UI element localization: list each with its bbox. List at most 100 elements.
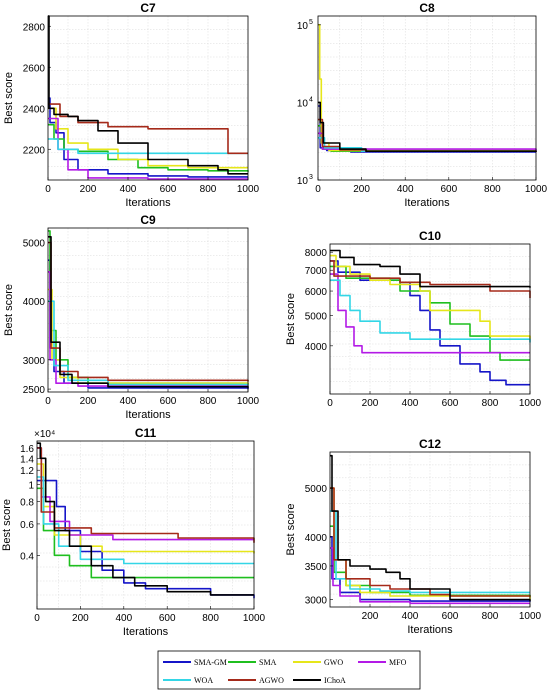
x-tick-label: 400 bbox=[397, 184, 414, 195]
x-axis-label: Iterations bbox=[404, 197, 450, 209]
chart-title: C9 bbox=[140, 213, 156, 227]
legend-label: IChoA bbox=[324, 676, 346, 685]
y-tick-label: 4000 bbox=[305, 533, 328, 544]
y-tick-label: 1 bbox=[28, 480, 34, 491]
series-line-gwo bbox=[48, 288, 249, 386]
y-tick-label: 3000 bbox=[23, 356, 46, 367]
x-tick-label: 400 bbox=[115, 613, 132, 624]
y-axis-label: Best score bbox=[3, 72, 15, 124]
series-line-woa bbox=[330, 510, 530, 594]
x-axis-label: Iterations bbox=[407, 624, 453, 636]
x-tick-label: 800 bbox=[200, 396, 217, 407]
chart-title: C8 bbox=[419, 1, 435, 15]
series-line-ichoa bbox=[48, 15, 248, 175]
y-tick-label: 7000 bbox=[305, 266, 328, 277]
y-tick-label: 8000 bbox=[305, 248, 328, 259]
x-tick-label: 400 bbox=[402, 398, 419, 409]
x-tick-label: 0 bbox=[315, 184, 321, 195]
x-tick-label: 800 bbox=[484, 184, 501, 195]
series-line-woa bbox=[330, 279, 531, 343]
plot-frame bbox=[329, 451, 531, 608]
legend-item-sma-gm: SMA-GM bbox=[163, 658, 227, 667]
y-tick-label: 0.8 bbox=[20, 498, 34, 509]
series-line-sma-gm bbox=[48, 97, 248, 178]
series-line-gwo bbox=[330, 487, 531, 600]
x-tick-label: 0 bbox=[45, 184, 51, 195]
chart-panel-c7: 0 200 400 600 800 1000 2200 2400 2600 2800 C7 Itera… bbox=[3, 1, 260, 209]
series-line-sma bbox=[48, 123, 249, 172]
x-tick-label: 1000 bbox=[243, 613, 266, 624]
series-line-ichoa bbox=[318, 101, 537, 152]
grid bbox=[330, 452, 530, 607]
y-tick-label: 10 bbox=[297, 98, 309, 109]
plot-frame bbox=[36, 440, 255, 610]
x-tick-label: 600 bbox=[159, 613, 176, 624]
legend-label: SMA bbox=[259, 658, 277, 667]
x-tick-label: 200 bbox=[362, 398, 379, 409]
series-line-agwo bbox=[330, 260, 531, 298]
x-tick-label: 1000 bbox=[237, 396, 260, 407]
y-tick-label: 0.4 bbox=[20, 551, 34, 562]
series-line-ichoa bbox=[48, 236, 249, 388]
y-tick-label: 1.6 bbox=[20, 444, 34, 455]
series-line-woa bbox=[48, 138, 248, 155]
y-tick-label: 10 bbox=[297, 21, 309, 32]
x-tick-label: 1000 bbox=[237, 184, 260, 195]
grid bbox=[48, 228, 248, 392]
x-tick-label: 600 bbox=[442, 611, 459, 622]
series-line-woa bbox=[48, 300, 249, 386]
y-tick-label: 2200 bbox=[23, 145, 46, 156]
y-tick-label: 0.6 bbox=[20, 520, 34, 531]
y-tick-exponent: 4 bbox=[309, 96, 313, 103]
chart-panel-c11: 0 200 400 600 800 1000 0.4 0.6 0.8 1 1.21.41.6×10⁴… bbox=[1, 426, 266, 638]
legend-label: MFO bbox=[389, 658, 407, 667]
x-tick-label: 400 bbox=[120, 396, 137, 407]
y-axis-label: Best score bbox=[3, 284, 15, 336]
legend-item-mfo: MFO bbox=[358, 658, 407, 667]
legend-label: WOA bbox=[194, 676, 213, 685]
x-axis-label: Iterations bbox=[123, 626, 169, 638]
x-tick-label: 400 bbox=[120, 184, 137, 195]
y-tick-label: 3000 bbox=[305, 596, 328, 607]
series-line-agwo bbox=[48, 103, 248, 155]
x-tick-label: 200 bbox=[72, 613, 89, 624]
y-axis-label: Best score bbox=[1, 499, 13, 551]
x-tick-label: 800 bbox=[482, 398, 499, 409]
series-line-gwo bbox=[330, 254, 531, 340]
y-tick-label: 6000 bbox=[305, 287, 328, 298]
grid bbox=[318, 16, 536, 180]
x-axis-label: Iterations bbox=[125, 197, 171, 209]
x-tick-label: 800 bbox=[482, 611, 499, 622]
legend-label: AGWO bbox=[259, 676, 284, 685]
y-tick-label: 3500 bbox=[305, 562, 328, 573]
series-line-ichoa bbox=[330, 454, 531, 602]
y-tick-exponent: 5 bbox=[309, 19, 313, 26]
series-line-mfo bbox=[330, 547, 530, 605]
y-tick-exponent: 3 bbox=[309, 174, 313, 181]
plot-frame bbox=[47, 227, 249, 393]
y-tick-label: 2400 bbox=[23, 104, 46, 115]
y-axis-label: Best score bbox=[285, 504, 297, 556]
y-tick-label: 5000 bbox=[305, 484, 328, 495]
y-tick-label: 5000 bbox=[23, 239, 46, 250]
x-tick-label: 800 bbox=[202, 613, 219, 624]
y-tick-label: 4000 bbox=[305, 342, 328, 353]
x-axis-label: Iterations bbox=[125, 409, 171, 421]
chart-title: C7 bbox=[140, 1, 156, 15]
chart-panel-c10: 0 200 400 600 800 1000 4000 5000 6000 7000 8000 C10… bbox=[285, 229, 542, 409]
x-tick-label: 1000 bbox=[525, 184, 548, 195]
y-tick-label: 2600 bbox=[23, 63, 46, 74]
legend-box bbox=[157, 650, 421, 690]
x-tick-label: 200 bbox=[353, 184, 370, 195]
x-tick-label: 600 bbox=[440, 184, 457, 195]
x-tick-label: 600 bbox=[160, 184, 177, 195]
y-tick-label: 1.4 bbox=[20, 454, 34, 465]
plot-frame bbox=[317, 15, 537, 181]
series-line-mfo bbox=[330, 273, 530, 354]
x-tick-label: 600 bbox=[442, 398, 459, 409]
chart-panel-c9: 0 200 400 600 800 1000 2500 3000 4000 5000 C9 Itera… bbox=[3, 213, 260, 421]
legend-item-woa: WOA bbox=[163, 676, 213, 685]
x-tick-label: 0 bbox=[45, 396, 51, 407]
